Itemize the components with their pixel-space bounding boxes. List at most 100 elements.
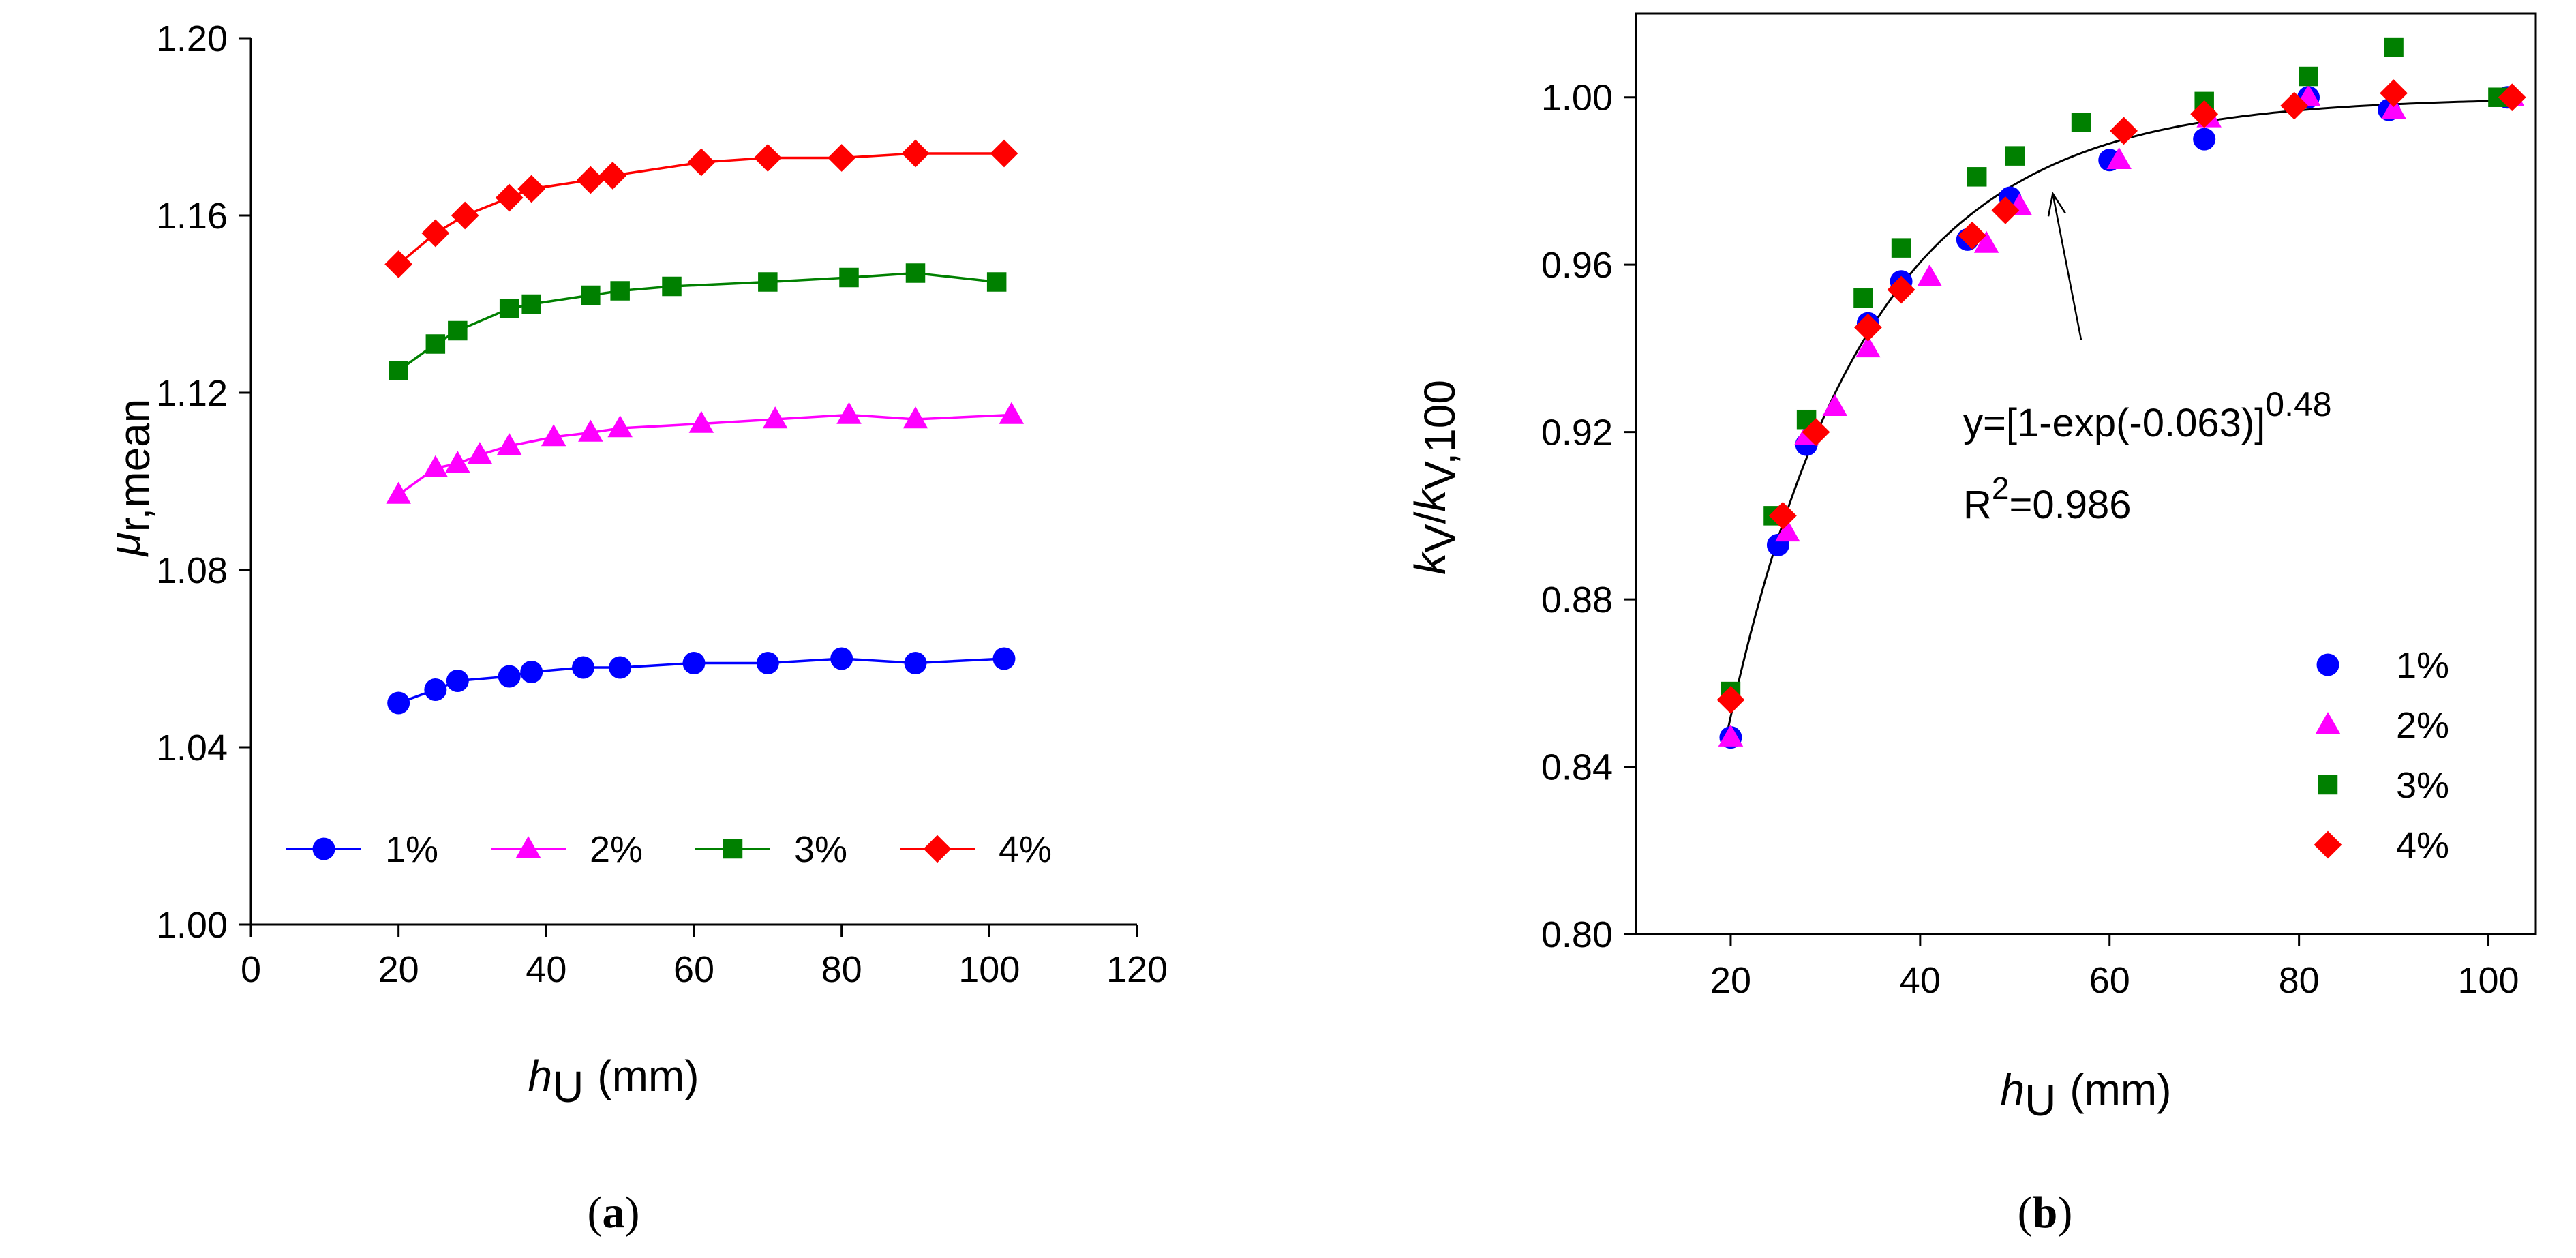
panel-a-point-3 <box>581 285 601 305</box>
panel-a-plot-area <box>251 38 1137 925</box>
panel-b-point-2 <box>1822 393 1848 417</box>
panel-a-point-4 <box>828 144 856 172</box>
panel-b-point-4 <box>1716 685 1745 714</box>
panel-a-y-axis-title: μr,mean <box>100 399 159 558</box>
panel-b-point-4 <box>1802 418 1830 447</box>
panel-b-legend: 1% 2% 3% 4% <box>2314 645 2449 866</box>
panel-a-y-subscript: r,mean <box>110 399 159 533</box>
panel-a-y-tick-label: 1.04 <box>156 728 228 768</box>
panel-b-legend-marker-3 <box>2318 775 2338 795</box>
panel-a-point-2 <box>386 481 411 504</box>
panel-b-y-symbol1: k <box>1406 551 1455 575</box>
panel-b-y-tick-label: 0.92 <box>1541 413 1613 453</box>
panel-a-y-tick-label: 1.12 <box>156 373 228 414</box>
panel-a-point-4 <box>495 183 524 212</box>
panel-a-point-1 <box>446 670 469 692</box>
panel-a-point-2 <box>607 415 633 438</box>
panel-a-point-1 <box>520 661 543 683</box>
panel-b-point-4 <box>2498 83 2526 112</box>
panel-a-x-tick-label: 60 <box>673 949 714 990</box>
panel-a-point-3 <box>425 334 446 354</box>
panel-a-legend-marker-3 <box>723 839 743 859</box>
panel-b-x-tick-label: 20 <box>1710 960 1751 1001</box>
panel-b-annotation-arrow-head <box>2047 191 2066 217</box>
panel-b-label-close: ) <box>2057 1188 2072 1238</box>
panel-a-legend: 1% 2% 3% 4% <box>286 829 1052 870</box>
panel-a-label-letter: a <box>603 1188 625 1238</box>
panel-a-legend-label-1: 1% <box>385 829 438 870</box>
panel-a-point-1 <box>424 678 447 701</box>
panel-b-ticks: 20 40 60 80 100 0.80 0.84 0.88 0.92 0.96 1.00 <box>1541 78 2519 1001</box>
panel-b-x-tick-label: 80 <box>2279 960 2320 1001</box>
panel-a-label-open: ( <box>588 1188 603 1238</box>
panel-a-point-2 <box>836 402 862 424</box>
panel-a-point-3 <box>662 276 682 297</box>
panel-b-point-4 <box>1991 196 2020 224</box>
panel-a-series-markers <box>384 139 1025 715</box>
panel-b-x-symbol: h <box>2000 1065 2025 1114</box>
panel-b-legend-marker-4 <box>2314 830 2342 859</box>
panel-a-point-3 <box>521 294 541 314</box>
panel-a-point-3 <box>448 320 468 341</box>
panel-a-legend-marker-2 <box>515 836 541 858</box>
panel-b-fit-r2-label: R <box>1963 483 1992 527</box>
panel-a-point-4 <box>384 250 413 278</box>
panel-a-point-4 <box>901 139 930 168</box>
panel-a-x-tick-label: 100 <box>958 949 1020 990</box>
panel-a-point-1 <box>572 656 594 679</box>
panel-a-point-1 <box>498 665 521 688</box>
panel-a-point-3 <box>499 299 519 318</box>
panel-a-point-1 <box>609 656 632 679</box>
panel-b-plot-frame <box>1635 12 2537 935</box>
panel-a-x-tick-label: 120 <box>1106 949 1168 990</box>
panel-b-point-2 <box>1855 335 1881 358</box>
panel-a-x-unit: (mm) <box>597 1051 699 1100</box>
panel-b-x-tick-label: 100 <box>2457 960 2519 1001</box>
panel-b-point-4 <box>1768 501 1797 530</box>
panel-a-point-3 <box>839 267 859 288</box>
panel-a-y-tick-label: 1.20 <box>156 18 228 59</box>
panel-b-x-subscript: U <box>2025 1076 2056 1125</box>
panel-a-label-close: ) <box>625 1188 640 1238</box>
panel-a-point-2 <box>445 451 470 473</box>
panel-b-chart: 20 40 60 80 100 0.80 0.84 0.88 0.92 0.96 1.00 1% 2%… <box>1406 12 2537 1238</box>
panel-b-point-4 <box>1887 275 1915 304</box>
panel-a-point-2 <box>541 424 566 447</box>
panel-a-chart: 0 20 40 60 80 100 1201.001.041.081.121.161.20 … <box>100 18 1168 1238</box>
panel-b-point-3 <box>1967 167 1987 187</box>
panel-a-legend-marker-1 <box>312 837 335 860</box>
panel-a-point-2 <box>903 406 928 429</box>
panel-b-legend-marker-1 <box>2316 653 2339 676</box>
panel-b-legend-label-1: 1% <box>2396 645 2449 686</box>
panel-a-point-2 <box>999 402 1025 424</box>
panel-b-point-2 <box>1917 264 1943 286</box>
panel-a-point-3 <box>389 361 408 380</box>
panel-a-point-2 <box>467 442 493 464</box>
panel-b-y-tick-label: 0.84 <box>1541 747 1613 788</box>
panel-b-y-tick-label: 0.96 <box>1541 245 1613 286</box>
panel-a-point-1 <box>682 652 706 674</box>
panel-a-point-3 <box>905 263 926 283</box>
panel-b-legend-label-4: 4% <box>2396 825 2449 866</box>
panel-a-point-4 <box>598 162 627 190</box>
panel-b-point-2 <box>1718 724 1744 747</box>
panel-b-fit-r2-power: 2 <box>1992 470 2010 506</box>
panel-b-y-axis-title: kV/kV,100 <box>1406 380 1464 575</box>
panel-b-label-letter: b <box>2033 1188 2058 1238</box>
panel-b-label: (b) <box>2018 1188 2073 1238</box>
panel-a-point-2 <box>762 406 788 429</box>
panel-a-point-2 <box>688 410 714 433</box>
panel-a-point-4 <box>990 139 1018 168</box>
panel-b-legend-label-2: 2% <box>2396 705 2449 746</box>
panel-a-point-1 <box>904 652 927 674</box>
panel-b-point-3 <box>2071 113 2091 132</box>
panel-a-x-subscript: U <box>552 1062 584 1111</box>
panel-b-point-2 <box>1973 230 1999 253</box>
panel-a-point-4 <box>451 201 479 230</box>
panel-a-point-4 <box>753 144 782 172</box>
panel-a-point-4 <box>576 166 605 194</box>
panel-a-point-1 <box>387 691 410 715</box>
panel-a-ticks: 0 20 40 60 80 100 120 1.00 1.04 1.08 1.12 1.16 1.20 <box>156 18 1168 990</box>
panel-b-y-slash: / <box>1406 511 1455 524</box>
panel-a-point-3 <box>610 281 630 301</box>
